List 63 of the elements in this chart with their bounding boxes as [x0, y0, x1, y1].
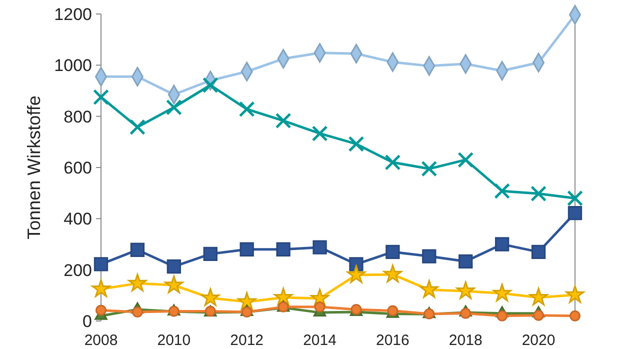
point	[241, 306, 252, 318]
point	[240, 242, 254, 256]
point	[566, 285, 584, 303]
point	[312, 125, 328, 142]
point	[275, 112, 292, 129]
point	[202, 77, 218, 94]
x-tick-label: 2020	[522, 332, 556, 349]
point	[92, 279, 110, 298]
point	[132, 306, 143, 318]
point	[386, 244, 400, 259]
point	[529, 288, 548, 306]
point	[348, 136, 364, 152]
point	[456, 281, 475, 300]
point	[276, 242, 290, 256]
y-tick-label: 400	[64, 210, 92, 229]
point	[166, 259, 181, 274]
point	[346, 265, 366, 283]
point	[458, 254, 473, 268]
point	[201, 288, 220, 306]
point	[274, 288, 293, 306]
point	[384, 154, 401, 170]
point	[531, 244, 546, 259]
point	[130, 242, 145, 257]
point	[496, 310, 508, 322]
point	[568, 206, 582, 220]
point	[128, 274, 147, 292]
x-tick-label: 2008	[84, 332, 118, 349]
point	[570, 310, 580, 322]
point	[129, 119, 146, 136]
point	[460, 308, 472, 319]
point	[420, 280, 438, 298]
point	[166, 99, 182, 116]
y-tick-label: 0	[82, 312, 92, 331]
point	[567, 190, 583, 206]
y-tick-label: 800	[64, 107, 92, 126]
x-tick-label: 2018	[448, 332, 482, 349]
point	[422, 249, 436, 264]
x-tick-label: 2010	[157, 332, 191, 349]
point	[458, 152, 474, 168]
point	[312, 240, 327, 254]
point	[96, 304, 106, 316]
point	[383, 264, 402, 282]
point	[495, 237, 510, 252]
point	[238, 292, 256, 310]
y-tick-label: 600	[64, 158, 92, 178]
x-tick-label: 2012	[230, 332, 264, 349]
point	[314, 301, 326, 312]
point	[494, 183, 510, 200]
point	[94, 257, 108, 272]
point	[530, 186, 547, 202]
y-axis-title: Tonnen Wirkstoffe	[24, 96, 44, 240]
point	[421, 160, 438, 177]
x-tick-label: 2016	[376, 332, 410, 349]
x-tick-label: 2014	[303, 332, 336, 349]
point	[164, 275, 184, 294]
point	[203, 246, 218, 262]
point	[533, 310, 544, 321]
y-tick-label: 1000	[54, 56, 92, 76]
y-tick-label: 1200	[54, 4, 92, 24]
point	[93, 89, 109, 106]
y-tick-label: 200	[64, 260, 92, 280]
point	[238, 101, 255, 118]
point	[492, 284, 512, 302]
